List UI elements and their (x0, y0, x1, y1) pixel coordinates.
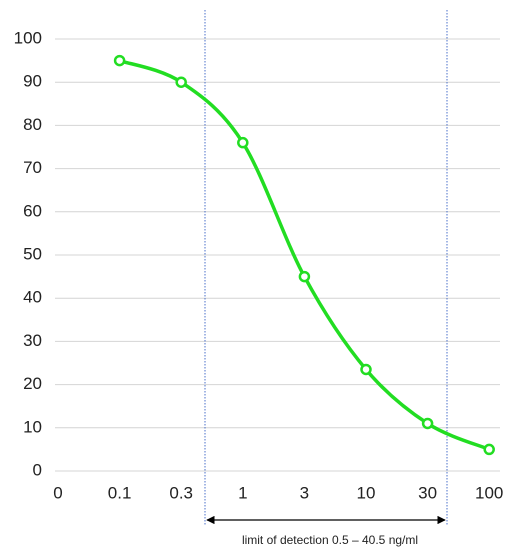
y-tick-label: 50 (23, 244, 42, 263)
x-tick-label: 0.3 (169, 483, 193, 502)
y-tick-label: 40 (23, 288, 42, 307)
x-tick-label: 30 (418, 483, 437, 502)
y-tick-label: 20 (23, 374, 42, 393)
point (175, 76, 187, 88)
point (421, 417, 434, 430)
y-tick-label: 10 (23, 417, 42, 436)
x-tick-label: 3 (300, 483, 309, 502)
point (113, 54, 126, 67)
y-tick-label: 90 (23, 72, 42, 91)
x-tick-label: 1 (238, 483, 247, 502)
x-tick-label: 0.1 (108, 483, 132, 502)
x-tick-label: 0 (53, 483, 62, 502)
y-tick-label: 70 (23, 158, 42, 177)
point (237, 136, 249, 149)
point (360, 363, 372, 376)
point (483, 443, 495, 456)
annotation: limit of detection 0.5 – 40.5 ng/ml (242, 533, 418, 547)
y-tick-label: 30 (23, 331, 42, 350)
y-tick-label: 100 (14, 28, 42, 47)
y-tick-label: 0 (33, 460, 42, 479)
y-tick-label: 60 (23, 201, 42, 220)
y-tick-label: 80 (23, 115, 42, 134)
x-tick-label: 100 (475, 483, 503, 502)
x-tick-label: 10 (357, 483, 376, 502)
point (298, 270, 311, 283)
